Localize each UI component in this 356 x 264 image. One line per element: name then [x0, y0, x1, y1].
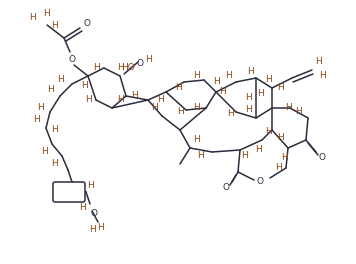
Text: H: H [265, 128, 271, 136]
Text: O: O [319, 153, 325, 163]
Text: H: H [57, 76, 63, 84]
Text: H: H [242, 152, 248, 161]
Text: Abs: Abs [61, 187, 77, 196]
Text: H: H [277, 83, 283, 92]
Text: O: O [68, 54, 75, 64]
Text: H: H [175, 83, 181, 92]
Text: O: O [90, 209, 98, 218]
Text: O: O [222, 183, 230, 192]
Text: HO: HO [121, 64, 135, 73]
Text: H: H [87, 182, 93, 191]
Text: H: H [89, 225, 95, 234]
Text: H: H [245, 93, 251, 102]
Text: H: H [151, 103, 157, 112]
FancyBboxPatch shape [53, 182, 85, 202]
Text: H: H [43, 10, 49, 18]
Text: H: H [51, 125, 57, 134]
Text: H: H [47, 86, 53, 95]
Text: H: H [274, 163, 281, 172]
Text: H: H [96, 224, 103, 233]
Text: H: H [219, 87, 225, 97]
Text: H: H [247, 68, 253, 77]
Text: H: H [225, 72, 231, 81]
Text: H: H [213, 78, 219, 87]
Text: H: H [315, 58, 321, 67]
Text: H: H [255, 145, 261, 154]
Text: H: H [145, 55, 151, 64]
Text: O: O [84, 20, 90, 29]
Text: H: H [79, 204, 85, 213]
Text: H: H [132, 92, 138, 101]
Text: H: H [295, 107, 302, 116]
Text: H: H [117, 64, 124, 73]
Text: O: O [136, 59, 143, 68]
Text: H: H [197, 150, 203, 159]
Text: H: H [80, 82, 87, 91]
Text: H: H [28, 13, 35, 22]
Text: H: H [41, 148, 47, 157]
Text: H: H [227, 110, 234, 119]
Text: H: H [94, 64, 100, 73]
Text: H: H [37, 103, 43, 112]
Text: H: H [285, 103, 291, 112]
Text: H: H [193, 72, 199, 81]
Text: H: H [257, 89, 263, 98]
Text: H: H [265, 76, 271, 84]
Text: H: H [245, 106, 251, 115]
Text: H: H [52, 159, 58, 168]
Text: H: H [193, 103, 199, 112]
Text: H: H [177, 107, 183, 116]
Text: H: H [193, 135, 199, 144]
Text: H: H [281, 153, 287, 163]
Text: H: H [33, 116, 40, 125]
Text: H: H [277, 134, 283, 143]
Text: H: H [51, 21, 57, 31]
Text: H: H [117, 96, 124, 105]
Text: H: H [319, 72, 325, 81]
Text: H: H [86, 96, 92, 105]
Text: O: O [257, 177, 263, 186]
Text: H: H [157, 96, 163, 105]
